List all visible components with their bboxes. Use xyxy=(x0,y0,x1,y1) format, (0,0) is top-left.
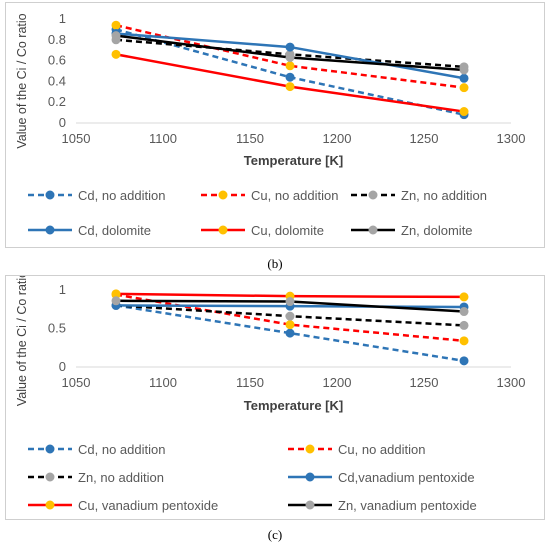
data-point-cu-vanadium-pentoxide xyxy=(459,292,469,302)
legend-label-cd-dolomite: Cd, dolomite xyxy=(78,223,151,238)
data-point-cd-no-addition xyxy=(285,72,295,82)
legend-label-cd-vanadium-pentoxide: Cd,vanadium pentoxide xyxy=(338,470,475,485)
legend-marker-zn-dolomite xyxy=(368,225,378,235)
x-axis-title: Temperature [K] xyxy=(244,153,343,168)
y-tick-label: 0.2 xyxy=(48,94,66,109)
legend-marker-cd-no-addition xyxy=(45,444,55,454)
legend-marker-cd-dolomite xyxy=(45,225,55,235)
legend-marker-zn-no-addition xyxy=(45,472,55,482)
y-tick-label: 1 xyxy=(59,11,66,26)
y-tick-label: 0.6 xyxy=(48,53,66,68)
chart-c: 0 0.5 1 1050 1100 1150 1200 1250 1300 Temperature… xyxy=(15,276,526,513)
data-point-zn-vanadium-pentoxide xyxy=(111,296,121,306)
legend-marker-cd-no-addition xyxy=(45,190,55,200)
y-tick-label: 1 xyxy=(59,282,66,297)
chart-b: 0 0.2 0.4 0.6 0.8 1 1050 1100 1150 1200 1250 1300 Te… xyxy=(15,11,526,238)
data-point-cu-dolomite xyxy=(459,107,469,117)
legend-label-cu-no-addition: Cu, no addition xyxy=(251,188,338,203)
legend-marker-cu-no-addition xyxy=(305,444,315,454)
data-point-zn-dolomite xyxy=(111,31,121,41)
legend-label-zn-no-addition: Zn, no addition xyxy=(78,470,164,485)
legend-marker-cd-vanadium-pentoxide xyxy=(305,472,315,482)
y-tick-label: 0.5 xyxy=(48,321,66,336)
data-point-zn-no-addition xyxy=(459,320,469,330)
data-point-cu-dolomite xyxy=(285,82,295,92)
data-point-zn-vanadium-pentoxide xyxy=(285,297,295,307)
y-tick-label: 0 xyxy=(59,115,66,130)
x-tick-label: 1250 xyxy=(410,131,439,146)
data-point-cd-no-addition xyxy=(285,328,295,338)
x-tick-label: 1050 xyxy=(62,375,91,390)
y-axis-title: Value of the Ci / Co ratio xyxy=(15,276,29,406)
series-line-cu-no-addition xyxy=(115,24,465,89)
chart-panel-c: 0 0.5 1 1050 1100 1150 1200 1250 1300 Temperature… xyxy=(5,275,545,520)
y-tick-label: 0.8 xyxy=(48,32,66,47)
chart-panel-b: 0 0.2 0.4 0.6 0.8 1 1050 1100 1150 1200 1250 1300 Te… xyxy=(5,2,545,248)
legend-label-zn-no-addition: Zn, no addition xyxy=(401,188,487,203)
legend-label-cu-vanadium-pentoxide: Cu, vanadium pentoxide xyxy=(78,498,218,513)
legend-label-zn-dolomite: Zn, dolomite xyxy=(401,223,473,238)
data-point-zn-dolomite xyxy=(459,65,469,75)
y-tick-label: 0 xyxy=(59,359,66,374)
x-tick-label: 1100 xyxy=(149,375,177,390)
series-line-cd-no-addition xyxy=(115,304,465,363)
x-tick-label: 1250 xyxy=(410,375,439,390)
data-point-cu-dolomite xyxy=(111,49,121,59)
x-tick-label: 1300 xyxy=(497,375,526,390)
data-point-zn-vanadium-pentoxide xyxy=(459,307,469,317)
y-axis-title: Value of the Ci / Co ratio xyxy=(15,13,29,148)
legend-label-cd-no-addition: Cd, no addition xyxy=(78,188,165,203)
legend-label-cu-dolomite: Cu, dolomite xyxy=(251,223,324,238)
caption-c: (c) xyxy=(267,527,283,542)
data-point-cu-no-addition xyxy=(459,83,469,93)
data-point-cu-no-addition xyxy=(111,20,121,30)
caption-b: (b) xyxy=(267,256,283,271)
legend-marker-zn-no-addition xyxy=(368,190,378,200)
x-tick-label: 1150 xyxy=(236,375,264,390)
data-point-zn-dolomite xyxy=(285,52,295,62)
data-point-zn-no-addition xyxy=(285,311,295,321)
x-tick-label: 1150 xyxy=(236,131,264,146)
data-point-cu-no-addition xyxy=(459,336,469,346)
y-tick-label: 0.4 xyxy=(48,73,66,88)
x-tick-label: 1300 xyxy=(497,131,526,146)
data-point-cu-no-addition xyxy=(285,61,295,71)
x-axis-title: Temperature [K] xyxy=(244,398,343,413)
x-tick-label: 1100 xyxy=(149,131,177,146)
series-line-cu-no-addition xyxy=(115,293,465,343)
x-tick-label: 1050 xyxy=(62,131,91,146)
data-point-cd-dolomite xyxy=(285,42,295,52)
data-point-cd-dolomite xyxy=(459,73,469,83)
data-point-cd-no-addition xyxy=(459,356,469,366)
legend-label-zn-vanadium-pentoxide: Zn, vanadium pentoxide xyxy=(338,498,477,513)
legend-label-cu-no-addition: Cu, no addition xyxy=(338,442,425,457)
x-tick-label: 1200 xyxy=(323,131,352,146)
legend-marker-cu-vanadium-pentoxide xyxy=(45,500,55,510)
legend-marker-zn-vanadium-pentoxide xyxy=(305,500,315,510)
legend-label-cd-no-addition: Cd, no addition xyxy=(78,442,165,457)
legend-marker-cu-no-addition xyxy=(218,190,228,200)
legend-marker-cu-dolomite xyxy=(218,225,228,235)
x-tick-label: 1200 xyxy=(323,375,352,390)
data-point-cu-no-addition xyxy=(285,320,295,330)
